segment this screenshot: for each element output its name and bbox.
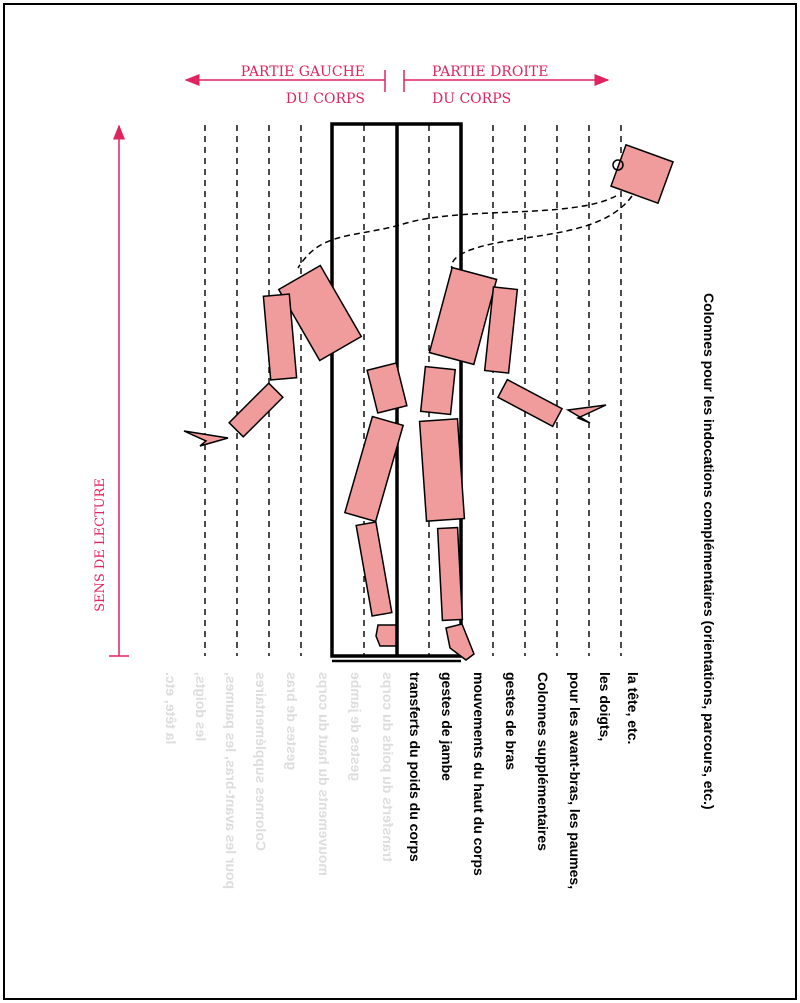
left-forearm (228, 382, 284, 438)
left-hip (366, 362, 408, 414)
mirrored-label-4: gestes de bras (284, 672, 300, 770)
mirrored-label-6: pour les avant-bras, les paumes, (223, 672, 239, 889)
reading-direction-label: SENS DE LECTURE (93, 478, 108, 612)
right-thigh (418, 417, 466, 523)
right-forearm (496, 378, 564, 428)
right-hip (419, 365, 457, 416)
left-upper-arm (262, 293, 298, 381)
mirrored-label-3: mouvements du haut du corps (316, 672, 332, 876)
head (610, 143, 674, 205)
header-right-line2: DU CORPS (432, 91, 511, 107)
reading-direction: SENS DE LECTURE (93, 124, 129, 657)
dancing-figure (183, 143, 674, 661)
label-weight-transfer: transferts du poids du corps (407, 672, 423, 862)
right-shin (436, 526, 464, 622)
column-labels: transferts du poids du corps gestes de j… (407, 672, 641, 889)
label-arm-gestures: gestes de bras (503, 672, 519, 770)
left-thigh (343, 415, 405, 523)
left-hand (183, 430, 229, 447)
label-upper-body: mouvements du haut du corps (471, 672, 487, 876)
mirrored-column-labels: transferts du poids du corps gestes de j… (163, 672, 396, 889)
left-foot (375, 624, 397, 647)
mirrored-label-1: transferts du poids du corps (380, 672, 396, 862)
header-right: PARTIE DROITE DU CORPS (403, 64, 610, 107)
mirrored-label-8: la tête, etc. (163, 672, 179, 744)
mirrored-label-5: Colonnes supplémentaires (253, 672, 269, 851)
outer-border (3, 3, 797, 1000)
right-upper-arm (483, 286, 519, 374)
torso-left (277, 264, 363, 362)
label-leg-gestures: gestes de jambe (439, 672, 455, 781)
header-right-line1: PARTIE DROITE (432, 64, 548, 80)
left-shin (355, 521, 393, 617)
header-left-line1: PARTIE GAUCHE (241, 64, 365, 80)
right-hand (565, 404, 607, 424)
header-left: PARTIE GAUCHE DU CORPS (184, 64, 386, 107)
mirrored-label-7: les doigts, (193, 672, 209, 741)
label-fingers: les doigts, (597, 672, 613, 741)
label-forearms: pour les avant-bras, les paumes, (567, 672, 583, 889)
header-left-line2: DU CORPS (286, 91, 365, 107)
side-note: Colonnes pour les indocations complément… (701, 293, 717, 810)
label-extra-columns: Colonnes supplémentaires (535, 672, 551, 851)
torso-right (428, 266, 498, 366)
mirrored-label-2: gestes de jambe (348, 672, 364, 781)
right-foot (445, 623, 475, 661)
label-head: la tête, etc. (625, 672, 641, 744)
